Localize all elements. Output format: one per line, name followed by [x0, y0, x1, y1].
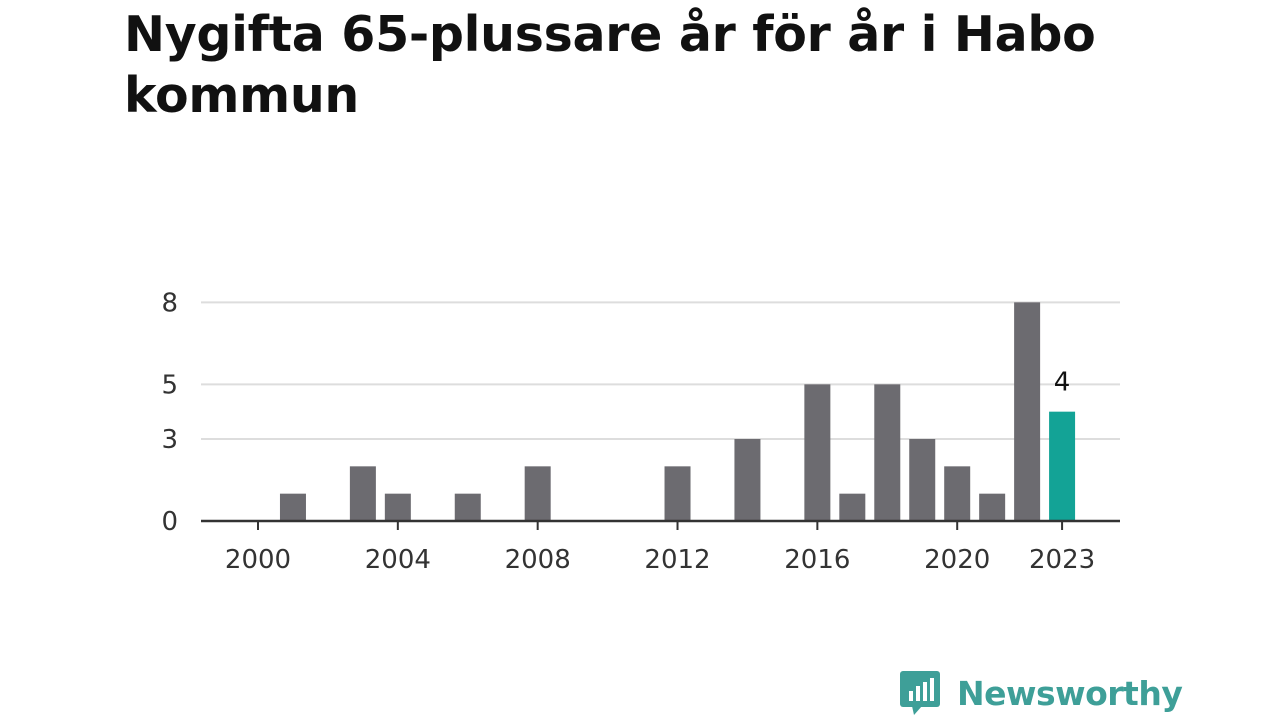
x-tick-label: 2000	[225, 545, 291, 575]
bar	[279, 493, 306, 521]
bar	[1014, 302, 1041, 521]
bar	[909, 439, 936, 521]
bar-chart: 0 3 5 8 2000 2004 2008 2012 2016 2020 2023 4	[161, 288, 1120, 575]
bar-chart-speech-bubble-icon	[900, 671, 940, 715]
newsworthy-logo: Newsworthy	[900, 668, 1183, 718]
gridlines	[201, 301, 1120, 440]
y-tick-label: 8	[161, 288, 178, 318]
bar	[979, 493, 1006, 521]
x-tick-label: 2012	[644, 545, 710, 575]
bar	[384, 493, 411, 521]
bar	[349, 466, 376, 521]
bar	[524, 466, 551, 521]
y-tick-label: 0	[161, 507, 178, 537]
highlight-value-label: 4	[1054, 368, 1071, 398]
chart-title: Nygifta 65-plussare år för år i Habo kom…	[124, 6, 1096, 124]
x-tick-label: 2004	[365, 545, 431, 575]
bar	[664, 466, 691, 521]
bar	[454, 493, 481, 521]
x-tick-label: 2016	[784, 545, 850, 575]
bar	[734, 439, 761, 521]
x-tick-label: 2008	[505, 545, 571, 575]
y-tick-label: 3	[161, 425, 178, 455]
bar	[804, 384, 831, 521]
bar-highlight	[1049, 411, 1076, 521]
x-tick-label: 2023	[1029, 545, 1095, 575]
bar	[839, 493, 866, 521]
x-axis-ticks	[257, 521, 1064, 530]
brand-name: Newsworthy	[957, 673, 1183, 713]
bar	[874, 384, 901, 521]
x-tick-label: 2020	[924, 545, 990, 575]
x-axis-labels: 2000 2004 2008 2012 2016 2020 2023	[225, 545, 1095, 575]
bar	[944, 466, 971, 521]
y-tick-label: 5	[161, 370, 178, 400]
bars	[279, 302, 1076, 521]
y-axis-labels: 0 3 5 8	[161, 288, 178, 537]
